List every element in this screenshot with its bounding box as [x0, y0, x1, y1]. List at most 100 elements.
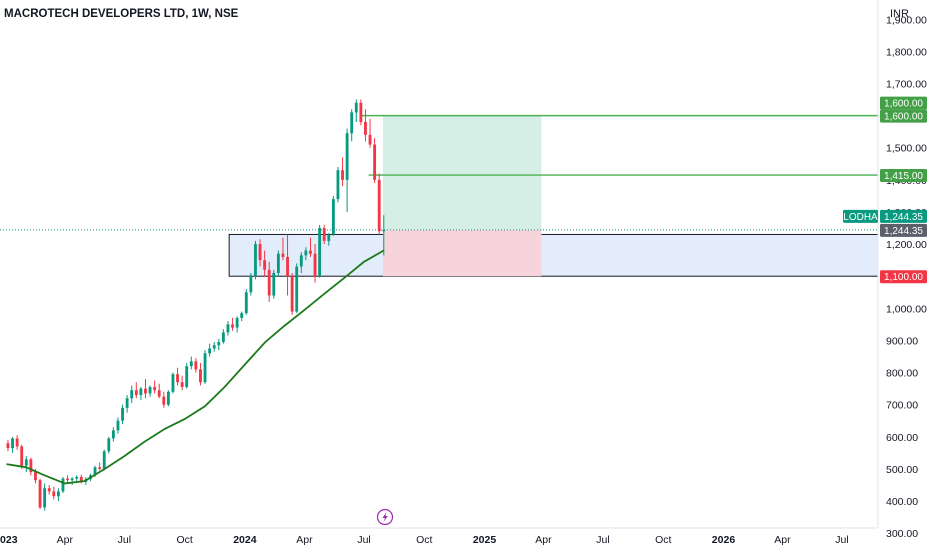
y-tick-label: 600.00 — [886, 432, 918, 444]
candle-body — [254, 244, 257, 277]
candle — [382, 215, 386, 256]
candle-body — [263, 260, 267, 270]
last-price-badge-top: 1,244.35 — [880, 209, 927, 223]
candle-body — [121, 407, 124, 421]
x-tick-label: Apr — [57, 534, 74, 546]
candle-body — [15, 438, 19, 447]
candle — [258, 239, 262, 267]
candle — [267, 261, 271, 302]
candle — [322, 224, 326, 245]
candle-body — [29, 459, 33, 473]
candle-body — [290, 276, 294, 312]
candle — [249, 273, 253, 296]
stop-badge: 1,100.00 — [880, 270, 927, 284]
candle-body — [79, 476, 83, 482]
candle — [368, 118, 372, 148]
ticker-badge-text: LODHA — [843, 212, 878, 223]
target-1-badge-top-text: 1,600.00 — [884, 99, 923, 110]
candle — [341, 157, 344, 187]
candle-body — [373, 144, 377, 180]
candle — [199, 362, 202, 386]
candle-body — [162, 396, 166, 405]
candle — [194, 358, 198, 373]
candle — [52, 486, 56, 500]
y-axis: 1,900.00 1,800.00 1,700.00 1,600.00 1,500.00… — [877, 0, 927, 540]
candle — [373, 138, 377, 184]
candle-body — [107, 438, 111, 452]
candle-body — [93, 467, 97, 476]
candle-body — [212, 345, 216, 349]
target-2-badge-bg — [880, 169, 927, 183]
candle-body — [38, 480, 42, 508]
candle — [29, 457, 33, 476]
target-1-badge-bg — [880, 109, 927, 123]
candle — [125, 395, 129, 413]
y-tick-label: 1,000.00 — [886, 303, 927, 315]
candle — [240, 311, 244, 322]
candle-body — [309, 250, 312, 254]
candle-body — [359, 102, 363, 123]
last-price-badge-top-text: 1,244.35 — [884, 212, 923, 223]
y-tick-label: 1,800.00 — [886, 46, 927, 58]
candle — [221, 329, 225, 344]
candles-layer — [6, 99, 386, 511]
candle — [331, 195, 335, 237]
y-tick-label: 300.00 — [886, 528, 918, 540]
candle-body — [272, 273, 276, 296]
y-tick-label: 400.00 — [886, 496, 918, 508]
candle — [70, 476, 74, 485]
candle — [166, 390, 170, 407]
candle — [226, 321, 230, 336]
candle — [38, 478, 42, 510]
candle-body — [185, 366, 189, 388]
candle-body — [240, 313, 244, 318]
y-tick-label: 1,200.00 — [886, 239, 927, 251]
y-tick-label: 1,900.00 — [886, 14, 927, 26]
candle-body — [157, 390, 161, 397]
candle-body — [180, 382, 184, 388]
candle — [263, 250, 267, 277]
candle-body — [364, 122, 367, 135]
lightning-bolt-icon[interactable] — [376, 508, 394, 526]
target-2-badge-text: 1,415.00 — [884, 171, 923, 182]
candle-body — [75, 476, 79, 479]
candle-body — [111, 430, 115, 439]
candle — [290, 273, 294, 315]
candle-body — [52, 491, 56, 497]
candle — [359, 99, 363, 126]
x-tick-label: Apr — [535, 534, 552, 546]
candle — [20, 444, 24, 469]
demand-zone — [228, 233, 879, 277]
ticker-badge-bg — [843, 209, 878, 223]
candle — [66, 475, 69, 484]
last-price-badge-text: 1,244.35 — [884, 226, 923, 237]
candle-body — [295, 266, 299, 312]
target-1-badge-top-bg — [880, 96, 927, 110]
candle-body — [281, 253, 285, 257]
candle — [318, 224, 322, 278]
candle — [111, 427, 115, 442]
candle — [56, 488, 60, 502]
stop-badge-text: 1,100.00 — [884, 272, 923, 283]
x-tick-label: Jul — [357, 534, 370, 546]
x-tick-label: 2026 — [712, 534, 736, 546]
candle — [180, 375, 184, 391]
candle-body — [244, 292, 248, 314]
alert-marker — [376, 508, 394, 526]
candle-body — [322, 228, 326, 241]
candle-body — [382, 229, 386, 232]
candle-body — [102, 451, 106, 469]
candle-body — [327, 234, 331, 241]
candle-body — [148, 387, 152, 394]
candle-body — [34, 472, 37, 481]
candle-body — [130, 390, 134, 399]
currency-label: INR — [890, 8, 909, 20]
candle-body — [176, 374, 179, 383]
candle — [130, 385, 134, 404]
candle — [354, 99, 358, 123]
last-price-badge-top-bg — [880, 209, 927, 223]
candle-body — [286, 256, 289, 277]
candle — [327, 232, 331, 246]
